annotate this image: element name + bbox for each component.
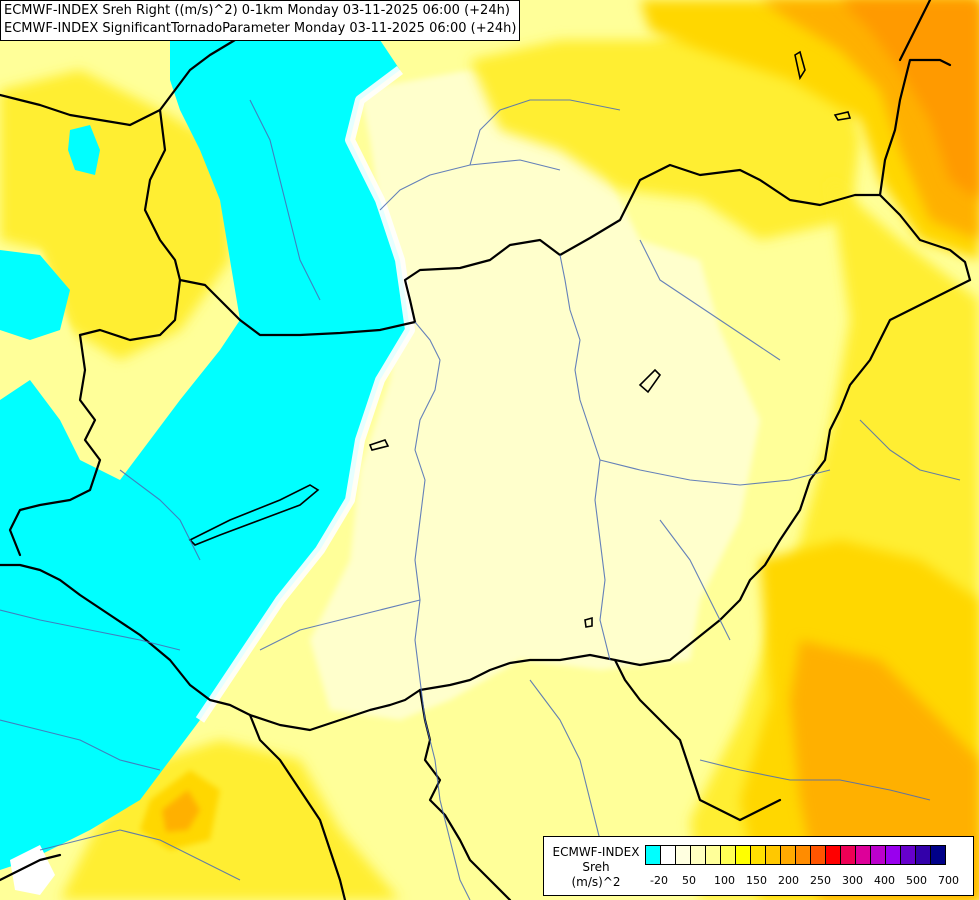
legend-swatch [720,845,736,865]
legend-swatch [885,845,901,865]
legend-swatch [870,845,886,865]
legend-tick-label: 250 [810,874,831,887]
legend-swatch [855,845,871,865]
title-line-2: ECMWF-INDEX SignificantTornadoParameter … [4,21,517,36]
field-orange-southeast [790,640,979,900]
field-orange-southwest-patch [162,790,200,832]
field-darkorange-northeast [840,0,979,200]
legend-swatch [705,845,721,865]
legend-swatch [930,845,946,865]
legend-swatch [840,845,856,865]
rivers [0,99,961,900]
lakes [188,50,852,628]
legend-tick-label: 700 [938,874,959,887]
legend-tick-label: -20 [650,874,668,887]
legend-unit: (m/s)^2 [571,875,621,889]
title-line-1: ECMWF-INDEX Sreh Right ((m/s)^2) 0-1km M… [4,3,510,18]
legend-tick-labels: -20 50 100 150 200 250 300 400 500 700 [645,874,975,890]
legend-tick-label: 50 [682,874,696,887]
map-title: ECMWF-INDEX Sreh Right ((m/s)^2) 0-1km M… [0,0,521,41]
field-cyan-nw-spot [68,125,100,175]
legend-swatch [810,845,826,865]
field-white-fringe [195,66,415,723]
legend-swatch [765,845,781,865]
legend-tick-label: 200 [778,874,799,887]
field-cyan-main [0,20,410,870]
field-yellow-north [470,20,860,240]
legend-swatch [825,845,841,865]
legend-swatch [690,845,706,865]
legend-tick-label: 400 [874,874,895,887]
legend-swatch [675,845,691,865]
field-white-spot-south [10,845,55,895]
legend-swatches [645,845,946,865]
legend-swatch [750,845,766,865]
legend-swatch [915,845,931,865]
legend-swatch [795,845,811,865]
legend-swatch [645,845,661,865]
field-pale-core [310,70,760,720]
legend-swatch [780,845,796,865]
legend-parameter: Sreh [582,860,610,874]
field-cyan-west [0,250,70,340]
legend-title: ECMWF-INDEX Sreh (m/s)^2 [548,845,644,890]
legend-tick-label: 150 [746,874,767,887]
legend-tick-label: 300 [842,874,863,887]
legend-swatch [735,845,751,865]
legend-swatch [900,845,916,865]
legend-source: ECMWF-INDEX [552,845,640,859]
legend-tick-label: 100 [714,874,735,887]
legend-swatch [660,845,676,865]
legend-tick-label: 500 [906,874,927,887]
color-legend: ECMWF-INDEX Sreh (m/s)^2 -20 50 100 150 200 2… [543,836,974,896]
